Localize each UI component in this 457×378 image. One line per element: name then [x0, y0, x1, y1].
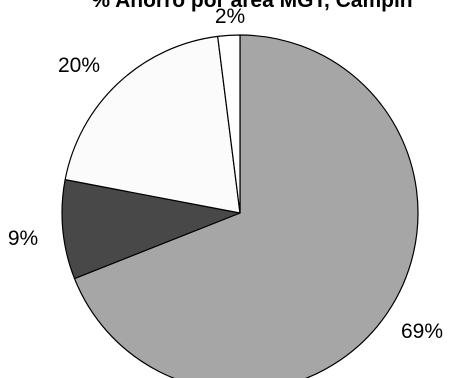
slice-percent-label: 20%: [58, 54, 100, 77]
pie-slice: [64, 35, 241, 214]
pie-slice: [61, 179, 241, 280]
pie-slice: [217, 34, 241, 214]
slice-percent-label: 69%: [401, 320, 443, 343]
slice-percent-label: 2%: [215, 5, 245, 28]
chart-title: % Ahorro por área MGT, Campin: [91, 0, 412, 12]
pie-labels: 69% 9% 20% 2%: [8, 5, 443, 343]
pie-slices: [61, 34, 419, 378]
pie-slice: [73, 34, 419, 378]
slice-percent-label: 9%: [8, 227, 38, 250]
